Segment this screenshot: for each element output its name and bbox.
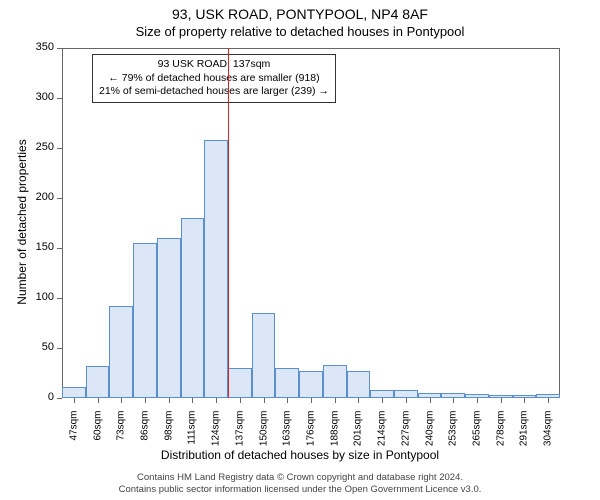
x-tick-mark bbox=[98, 398, 99, 403]
histogram-bar bbox=[109, 306, 133, 398]
y-tick-label: 150 bbox=[0, 241, 54, 253]
x-tick-mark bbox=[264, 398, 265, 403]
histogram-bar bbox=[347, 371, 371, 398]
caption: Contains HM Land Registry data © Crown c… bbox=[0, 472, 600, 496]
annotation-line-3: 21% of semi-detached houses are larger (… bbox=[99, 85, 329, 99]
histogram-bar bbox=[133, 243, 157, 398]
annotation-box: 93 USK ROAD: 137sqm ← 79% of detached ho… bbox=[92, 54, 336, 103]
x-tick-label: 60sqm bbox=[92, 411, 103, 461]
x-tick-label: 201sqm bbox=[353, 411, 364, 461]
x-axis-label: Distribution of detached houses by size … bbox=[0, 448, 600, 462]
x-tick-label: 253sqm bbox=[448, 411, 459, 461]
x-tick-label: 98sqm bbox=[163, 411, 174, 461]
chart-container: 93, USK ROAD, PONTYPOOL, NP4 8AF Size of… bbox=[0, 0, 600, 500]
x-tick-label: 73sqm bbox=[116, 411, 127, 461]
caption-line-1: Contains HM Land Registry data © Crown c… bbox=[0, 472, 600, 484]
x-tick-label: 291sqm bbox=[519, 411, 530, 461]
annotation-line-1: 93 USK ROAD: 137sqm bbox=[99, 58, 329, 72]
x-tick-mark bbox=[477, 398, 478, 403]
x-tick-mark bbox=[501, 398, 502, 403]
y-tick-label: 0 bbox=[0, 391, 54, 403]
x-tick-mark bbox=[453, 398, 454, 403]
x-tick-label: 188sqm bbox=[329, 411, 340, 461]
y-tick-mark bbox=[57, 48, 62, 49]
histogram-bar bbox=[86, 366, 110, 398]
y-tick-label: 300 bbox=[0, 91, 54, 103]
x-tick-mark bbox=[74, 398, 75, 403]
histogram-bar bbox=[252, 313, 276, 398]
x-tick-mark bbox=[145, 398, 146, 403]
x-tick-label: 137sqm bbox=[234, 411, 245, 461]
x-tick-mark bbox=[192, 398, 193, 403]
x-tick-label: 278sqm bbox=[495, 411, 506, 461]
x-tick-mark bbox=[240, 398, 241, 403]
x-tick-label: 304sqm bbox=[543, 411, 554, 461]
x-tick-mark bbox=[430, 398, 431, 403]
x-tick-mark bbox=[548, 398, 549, 403]
histogram-bar bbox=[228, 368, 252, 398]
x-tick-label: 124sqm bbox=[211, 411, 222, 461]
y-tick-mark bbox=[57, 298, 62, 299]
y-tick-mark bbox=[57, 198, 62, 199]
histogram-bar bbox=[204, 140, 228, 398]
x-tick-label: 86sqm bbox=[140, 411, 151, 461]
x-tick-mark bbox=[406, 398, 407, 403]
y-tick-mark bbox=[57, 348, 62, 349]
y-tick-mark bbox=[57, 248, 62, 249]
x-tick-mark bbox=[169, 398, 170, 403]
histogram-bar bbox=[275, 368, 299, 398]
x-tick-label: 111sqm bbox=[187, 411, 198, 461]
x-tick-mark bbox=[382, 398, 383, 403]
y-axis-label: Number of detached properties bbox=[15, 132, 29, 312]
x-tick-label: 150sqm bbox=[258, 411, 269, 461]
histogram-bar bbox=[394, 390, 418, 398]
x-tick-mark bbox=[287, 398, 288, 403]
x-tick-mark bbox=[358, 398, 359, 403]
y-tick-label: 50 bbox=[0, 341, 54, 353]
x-tick-mark bbox=[216, 398, 217, 403]
y-tick-label: 200 bbox=[0, 191, 54, 203]
x-tick-label: 163sqm bbox=[282, 411, 293, 461]
y-tick-label: 250 bbox=[0, 141, 54, 153]
x-tick-label: 227sqm bbox=[400, 411, 411, 461]
y-tick-mark bbox=[57, 98, 62, 99]
y-tick-label: 350 bbox=[0, 41, 54, 53]
y-tick-mark bbox=[57, 398, 62, 399]
x-tick-mark bbox=[524, 398, 525, 403]
y-tick-mark bbox=[57, 148, 62, 149]
histogram-bar bbox=[157, 238, 181, 398]
x-tick-label: 214sqm bbox=[377, 411, 388, 461]
x-tick-label: 47sqm bbox=[68, 411, 79, 461]
x-tick-label: 240sqm bbox=[424, 411, 435, 461]
x-tick-label: 176sqm bbox=[306, 411, 317, 461]
histogram-bar bbox=[323, 365, 347, 398]
x-tick-mark bbox=[121, 398, 122, 403]
x-tick-label: 265sqm bbox=[472, 411, 483, 461]
histogram-bar bbox=[299, 371, 323, 398]
caption-line-2: Contains public sector information licen… bbox=[0, 484, 600, 496]
annotation-line-2: ← 79% of detached houses are smaller (91… bbox=[99, 72, 329, 86]
y-tick-label: 100 bbox=[0, 291, 54, 303]
x-tick-mark bbox=[335, 398, 336, 403]
histogram-bar bbox=[62, 387, 86, 398]
histogram-bar bbox=[370, 390, 394, 398]
chart-title: 93, USK ROAD, PONTYPOOL, NP4 8AF bbox=[0, 0, 600, 22]
reference-line bbox=[228, 48, 229, 398]
histogram-bar bbox=[181, 218, 205, 398]
chart-subtitle: Size of property relative to detached ho… bbox=[0, 22, 600, 39]
x-tick-mark bbox=[311, 398, 312, 403]
